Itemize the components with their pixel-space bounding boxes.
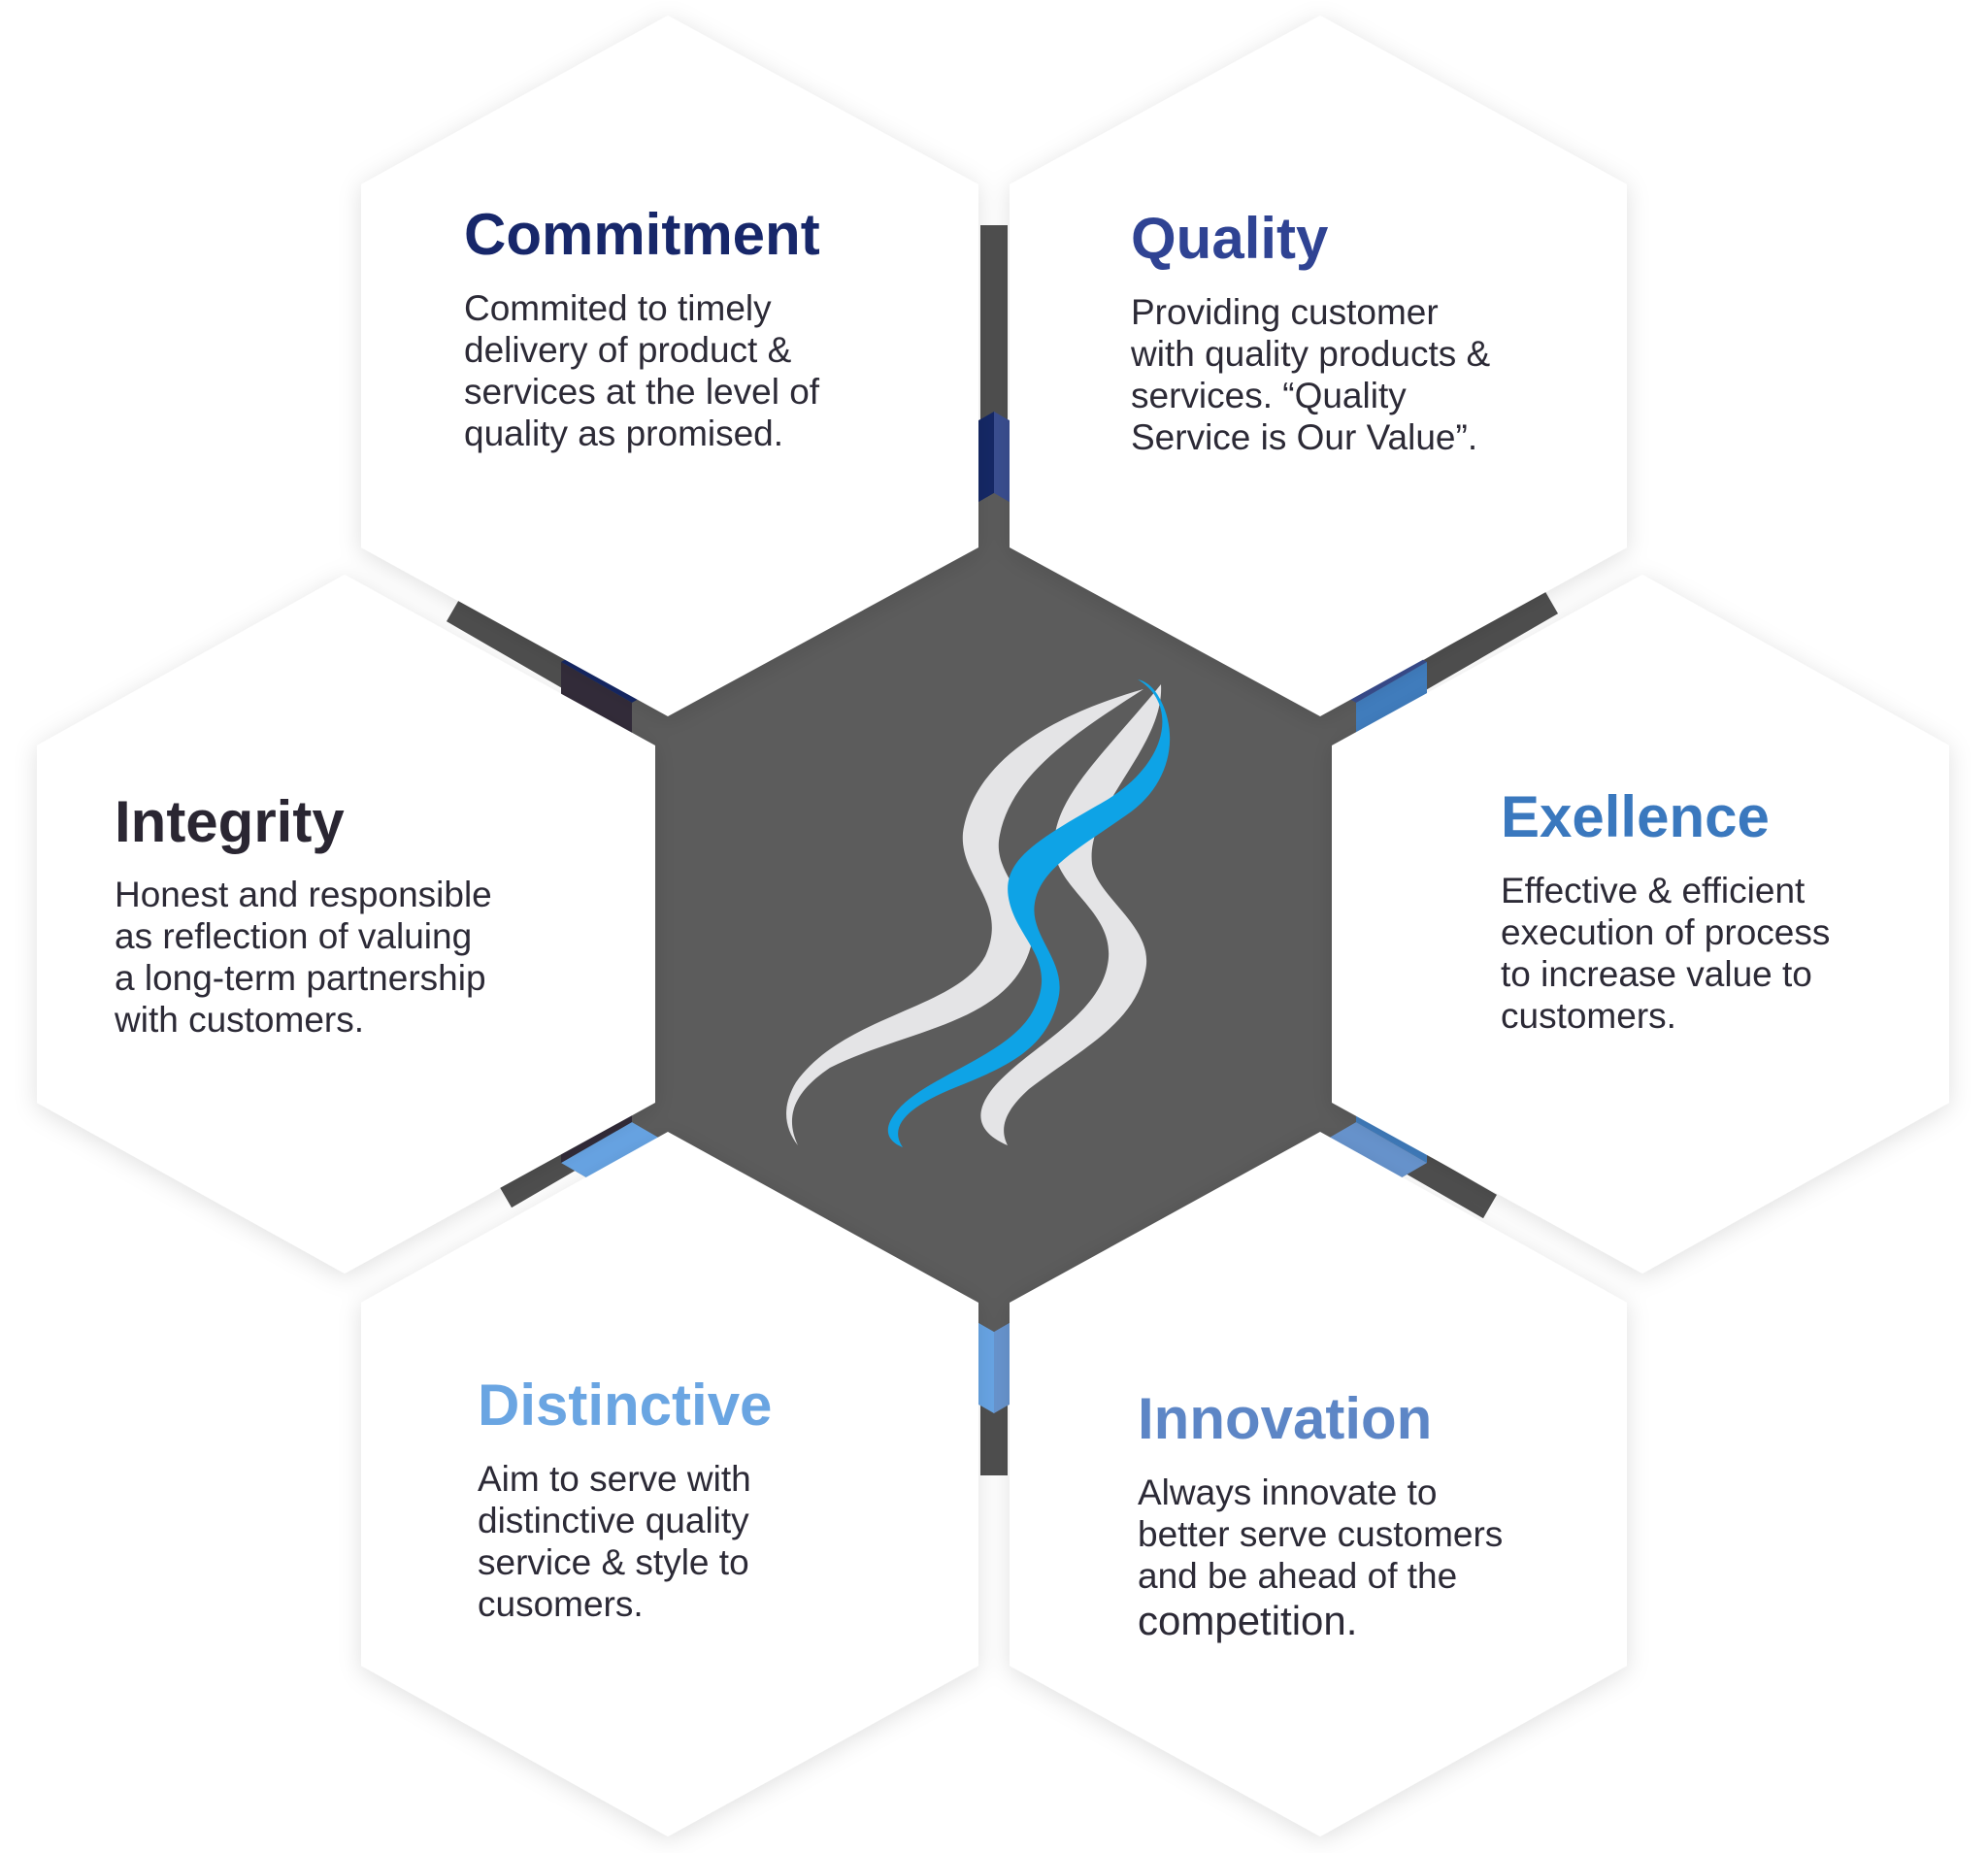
commitment-desc-line-4: quality as promised. (464, 414, 783, 453)
commitment-desc-line-3: services at the level of (464, 372, 820, 412)
exellence-title: Exellence (1501, 784, 1770, 849)
quality-desc-line-3: services. “Quality (1131, 376, 1407, 415)
commitment-desc-line-2: delivery of product & (464, 330, 792, 370)
quality-title: Quality (1131, 206, 1329, 271)
quality-desc-line-2: with quality products & (1130, 334, 1491, 374)
card-exellence (1332, 575, 1949, 1274)
card-text-distinctive: Distinctive Aim to serve with distinctiv… (478, 1373, 772, 1624)
logo-right-stroke (980, 684, 1162, 1145)
distinctive-title: Distinctive (478, 1373, 772, 1438)
value-cards (37, 16, 1949, 1836)
distinctive-desc-line-4: cusomers. (478, 1584, 644, 1624)
card-distinctive (361, 1132, 978, 1836)
card-integrity (37, 575, 655, 1274)
quality-desc-line-4: Service is Our Value”. (1131, 417, 1477, 457)
exellence-desc-line-1: Effective & efficient (1501, 871, 1806, 910)
card-text-commitment: Commitment Commited to timely delivery o… (464, 202, 820, 453)
distinctive-desc-line-1: Aim to serve with (478, 1459, 751, 1499)
card-text-exellence: Exellence Effective & efficient executio… (1501, 784, 1830, 1036)
integrity-desc-line-4: with customers. (114, 1000, 364, 1040)
card-quality (1010, 16, 1627, 716)
integrity-desc-line-2: as reflection of valuing (115, 916, 472, 956)
center-logo (786, 679, 1171, 1147)
innovation-desc-line-3: and be ahead of the (1138, 1556, 1457, 1596)
commitment-desc-line-1: Commited to timely (464, 288, 772, 328)
logo-blue-stroke (887, 679, 1171, 1147)
integrity-title: Integrity (115, 789, 345, 854)
card-text-integrity: Integrity Honest and responsible as refl… (114, 789, 492, 1040)
card-text-innovation: Innovation Always innovate to better ser… (1138, 1386, 1503, 1643)
innovation-desc-line-2: better serve customers (1138, 1514, 1503, 1554)
innovation-title: Innovation (1138, 1386, 1432, 1451)
card-text-quality: Quality Providing customer with quality … (1130, 206, 1491, 457)
integrity-desc-line-3: a long-term partnership (115, 958, 486, 998)
innovation-desc-line-4: competition. (1138, 1598, 1357, 1643)
card-innovation (1010, 1132, 1627, 1836)
exellence-desc-line-4: customers. (1501, 996, 1676, 1036)
card-commitment (361, 16, 978, 716)
exellence-desc-line-2: execution of process (1501, 912, 1830, 952)
exellence-desc-line-3: to increase value to (1501, 954, 1812, 994)
logo-left-stroke (786, 689, 1143, 1145)
distinctive-desc-line-2: distinctive quality (478, 1501, 749, 1540)
commitment-title: Commitment (464, 202, 820, 267)
distinctive-desc-line-3: service & style to (478, 1542, 749, 1582)
quality-desc-line-1: Providing customer (1131, 292, 1439, 332)
innovation-desc-line-1: Always innovate to (1138, 1472, 1438, 1512)
integrity-desc-line-1: Honest and responsible (115, 875, 492, 914)
